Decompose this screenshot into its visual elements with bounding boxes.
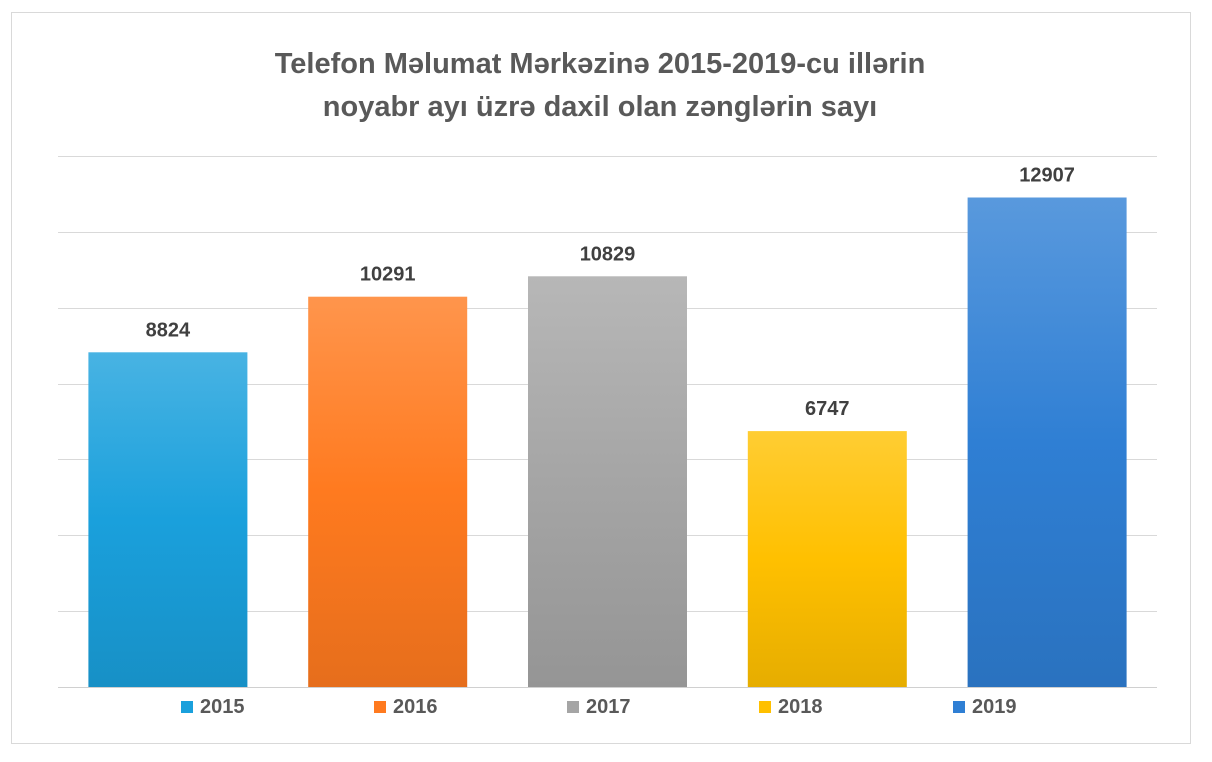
bar-2016: [308, 296, 468, 687]
legend-label: 2015: [200, 695, 245, 718]
data-label-2017: 10829: [580, 243, 636, 265]
data-label-2018: 6747: [805, 398, 850, 420]
bar-2019: [967, 197, 1127, 687]
legend-label: 2017: [586, 695, 631, 718]
legend-label: 2019: [972, 695, 1017, 718]
chart-title-line-2: noyabr ayı üzrə daxil olan zənglərin say…: [322, 91, 878, 123]
legend-swatch: [953, 701, 965, 713]
legend-swatch: [374, 701, 386, 713]
data-label-2016: 10291: [360, 264, 416, 286]
chart-legend: 2015 2016 2017 2018 2019: [0, 692, 1212, 722]
legend-item-2016: 2016: [374, 692, 438, 722]
legend-label: 2018: [778, 695, 823, 718]
legend-label: 2016: [393, 695, 438, 718]
legend-swatch: [759, 701, 771, 713]
bar-2017: [528, 276, 687, 687]
legend-item-2015: 2015: [181, 692, 245, 722]
chart-title-line-1: Telefon Məlumat Mərkəzinə 2015-2019-cu i…: [274, 48, 926, 80]
legend-item-2018: 2018: [759, 692, 823, 722]
legend-swatch: [567, 701, 579, 713]
legend-item-2017: 2017: [567, 692, 631, 722]
legend-item-2019: 2019: [953, 692, 1017, 722]
data-label-2019: 12907: [1019, 165, 1075, 187]
chart-title: Telefon Məlumat Mərkəzinə 2015-2019-cu i…: [12, 43, 1188, 129]
legend-swatch: [181, 701, 193, 713]
bar-2015: [88, 352, 248, 687]
data-label-2015: 8824: [146, 319, 191, 341]
bar-2018: [747, 431, 907, 687]
